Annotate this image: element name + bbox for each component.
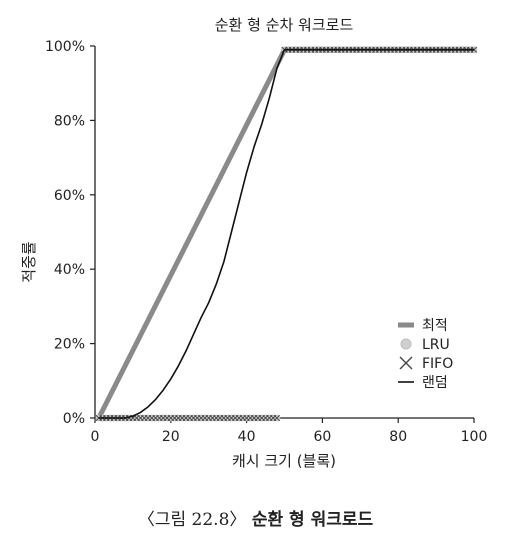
fifo-point [273,414,281,422]
x-tick-label: 100 [461,429,488,445]
figure-caption: 〈그림 22.8〉 순환 형 워크로드 [0,505,511,530]
chart-title: 순환 형 순차 워크로드 [215,16,354,34]
series-line-optimal [96,47,474,420]
legend-label-random: 랜덤 [422,375,448,391]
x-tick-label: 80 [389,429,407,445]
legend: 최적 LRU FIFO 랜덤 [398,318,453,391]
y-tick-label: 60% [54,188,85,204]
x-tick-label: 0 [91,429,100,445]
y-tick-label: 80% [54,113,85,129]
legend-swatch-fifo [399,356,413,370]
caption-title: 순환 형 워크로드 [251,510,374,530]
x-axis-label: 캐시 크기 (블록) [232,452,336,470]
legend-item-lru: LRU [400,337,450,353]
series-layer [95,46,478,422]
axes [90,45,475,423]
x-tick-label: 40 [238,429,256,445]
caption-prefix: 〈그림 22.8〉 [137,510,247,530]
series-line-random [98,48,474,419]
legend-label-lru: LRU [422,337,450,353]
legend-swatch-lru [400,338,412,350]
y-axis-label: 적중률 [20,241,38,283]
legend-item-fifo: FIFO [399,356,453,372]
y-tick-label: 40% [54,262,85,278]
legend-label-optimal: 최적 [422,318,448,334]
y-tick-label: 20% [54,337,85,353]
chart: 순환 형 순차 워크로드 0 20 40 60 80 100 0% 20% 40% 60% 80% 1… [20,16,487,470]
x-tick-label: 60 [313,429,331,445]
legend-item-optimal: 최적 [398,318,448,334]
series-markers-fifo [95,46,478,422]
tick-labels: 0 20 40 60 80 100 0% 20% 40% 60% 80% 100% [45,39,487,445]
x-tick-label: 20 [162,429,180,445]
series-markers-lru [95,46,478,422]
legend-label-fifo: FIFO [422,356,453,372]
y-tick-label: 100% [45,39,85,55]
y-tick-label: 0% [63,411,85,427]
legend-item-random: 랜덤 [398,375,448,391]
